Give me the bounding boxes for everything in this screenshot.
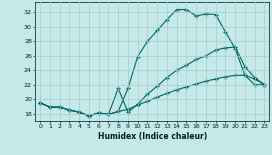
X-axis label: Humidex (Indice chaleur): Humidex (Indice chaleur)	[98, 132, 207, 141]
